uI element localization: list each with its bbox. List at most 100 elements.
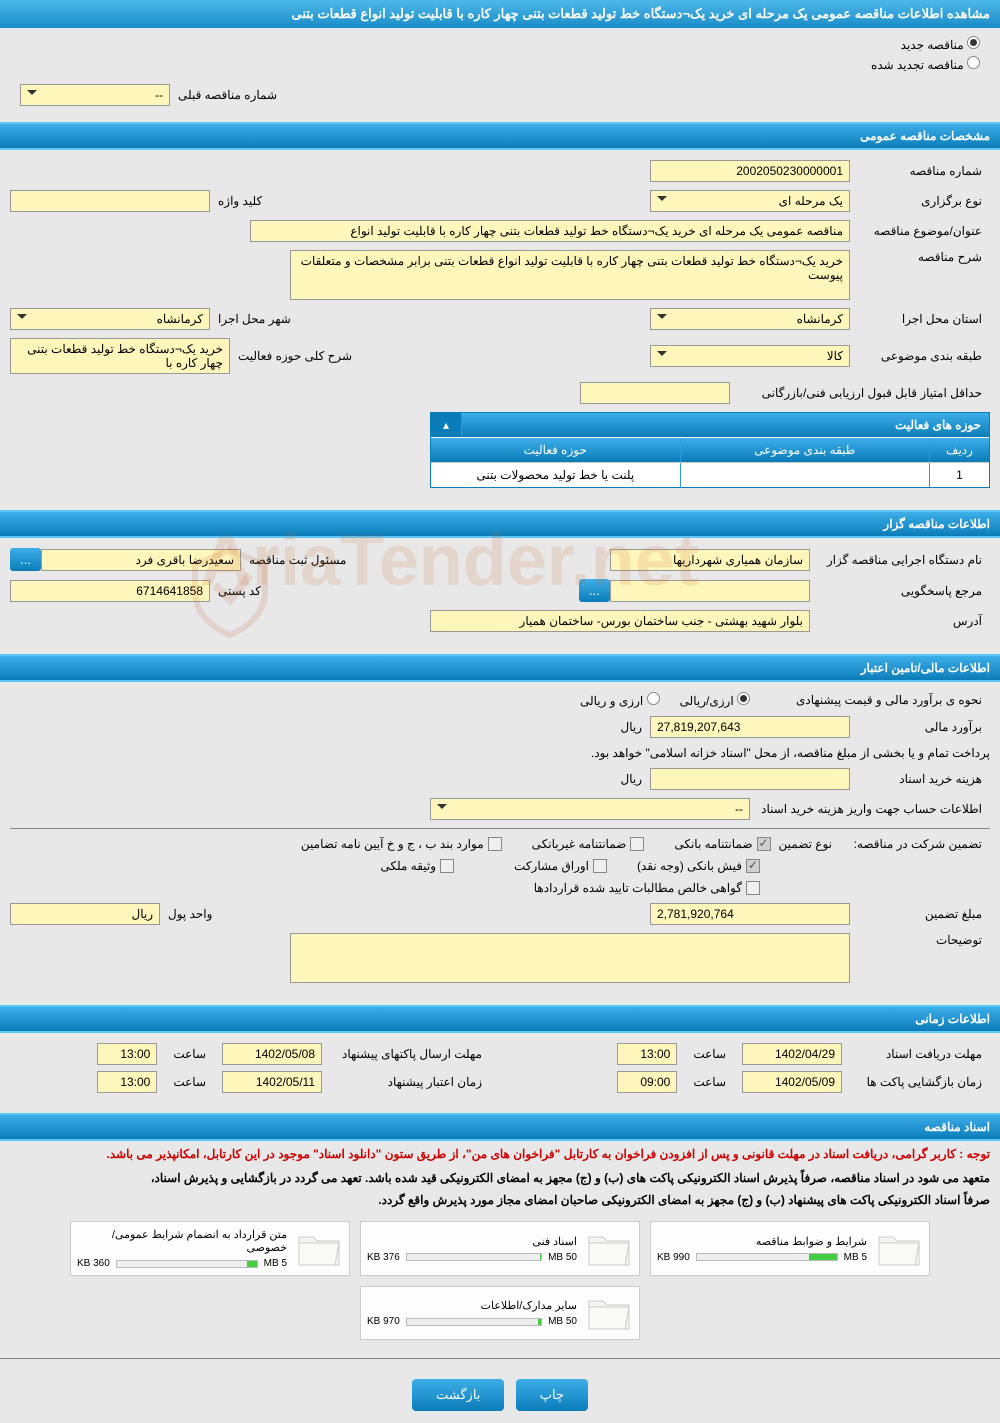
radio-icon	[967, 36, 980, 49]
section-general: مشخصات مناقصه عمومی	[0, 122, 1000, 150]
chk-cash[interactable]: فیش بانکی (وجه نقد)	[637, 859, 760, 873]
time-label3: ساعت	[165, 1047, 214, 1061]
time-label2: ساعت	[685, 1075, 734, 1089]
folder-icon	[585, 1293, 633, 1333]
radio-icon	[967, 56, 980, 69]
unit-rial2: ریال	[612, 772, 650, 786]
documents-grid: شرایط و ضوابط مناقصه 5 MB 990 KB اسناد ف…	[0, 1211, 1000, 1350]
checkbox-icon	[488, 837, 502, 851]
section-documents: اسناد مناقصه	[0, 1113, 1000, 1141]
checkbox-icon	[746, 859, 760, 873]
doc-title: اسناد فنی	[367, 1235, 577, 1248]
doc-limit: 50 MB	[548, 1316, 577, 1327]
checkbox-icon	[757, 837, 771, 851]
doc-title: سایر مدارک/اطلاعات	[367, 1299, 577, 1312]
province-label: استان محل اجرا	[850, 312, 990, 326]
radio-icon	[737, 692, 750, 705]
province-dropdown[interactable]: کرمانشاه	[650, 308, 850, 330]
doc-cost-field[interactable]	[650, 768, 850, 790]
guarantee-label: تضمین شرکت در مناقصه:	[840, 837, 990, 851]
doc-box[interactable]: شرایط و ضوابط مناقصه 5 MB 990 KB	[650, 1221, 930, 1276]
doc-limit: 5 MB	[264, 1258, 287, 1269]
min-score-field[interactable]	[580, 382, 730, 404]
address-label: آدرس	[810, 614, 990, 628]
back-button[interactable]: بازگشت	[412, 1379, 504, 1411]
table-title: حوزه های فعالیت	[461, 413, 989, 437]
responsible-label: مسئول ثبت مناقصه	[241, 553, 354, 567]
guarantee-amount-label: مبلغ تضمین	[850, 907, 990, 921]
chk-receivables[interactable]: گواهی خالص مطالبات تایید شده قراردادها	[534, 881, 760, 895]
contact-more-button[interactable]: ...	[579, 579, 610, 602]
doc-limit: 5 MB	[844, 1252, 867, 1263]
collapse-icon[interactable]: ▴	[431, 413, 461, 437]
title-label: عنوان/موضوع مناقصه	[850, 224, 990, 238]
description-label: شرح مناقصه	[850, 250, 990, 264]
table-row: 1 پلنت یا خط تولید محصولات بتنی	[431, 462, 989, 487]
prev-tender-dropdown[interactable]: --	[20, 84, 170, 106]
doc-box[interactable]: سایر مدارک/اطلاعات 50 MB 970 KB	[360, 1286, 640, 1340]
page-title: مشاهده اطلاعات مناقصه عمومی یک مرحله ای …	[0, 0, 1000, 28]
exec-field: سازمان همیاری شهرداریها	[610, 549, 810, 571]
description-field: خرید یک¬دستگاه خط تولید قطعات بتنی چهار …	[290, 250, 850, 300]
checkbox-icon	[440, 859, 454, 873]
keyword-field[interactable]	[10, 190, 210, 212]
chk-property[interactable]: وثیقه ملکی	[380, 859, 454, 873]
radio-new-tender[interactable]: مناقصه جدید	[20, 36, 980, 52]
account-dropdown[interactable]: --	[430, 798, 750, 820]
responsible-more-button[interactable]: ...	[10, 548, 41, 571]
chk-bonds[interactable]: اوراق مشارکت	[514, 859, 607, 873]
progress-bar	[116, 1260, 258, 1268]
checkbox-icon	[593, 859, 607, 873]
category-dropdown[interactable]: کالا	[650, 345, 850, 367]
notes-field[interactable]	[290, 933, 850, 983]
radio-renewed-tender[interactable]: مناقصه تجدید شده	[20, 56, 980, 72]
currency-unit-label: واحد پول	[160, 907, 220, 921]
validity-label: زمان اعتبار پیشنهاد	[330, 1075, 490, 1089]
unit-rial: ریال	[612, 720, 650, 734]
keyword-label: کلید واژه	[210, 194, 270, 208]
doc-receive-label: مهلت دریافت اسناد	[850, 1047, 990, 1061]
doc-box[interactable]: اسناد فنی 50 MB 376 KB	[360, 1221, 640, 1276]
envelope-open-time: 09:00	[617, 1071, 677, 1093]
red-note: توجه : کاربر گرامی، دریافت اسناد در مهلت…	[0, 1141, 1000, 1167]
doc-size: 970 KB	[367, 1316, 400, 1327]
doc-receive-time: 13:00	[617, 1043, 677, 1065]
envelope-send-date: 1402/05/08	[222, 1043, 322, 1065]
cell-act: پلنت یا خط تولید محصولات بتنی	[431, 463, 680, 487]
scope-label: شرح کلی حوزه فعالیت	[230, 349, 360, 363]
progress-bar	[406, 1253, 542, 1261]
min-score-label: حداقل امتیاز قابل قبول ارزیابی فنی/بازرگ…	[730, 386, 990, 400]
radio-icon	[647, 692, 660, 705]
section-financial: اطلاعات مالی/تامین اعتبار	[0, 654, 1000, 682]
doc-size: 990 KB	[657, 1252, 690, 1263]
method-label: نحوه ی برآورد مالی و قیمت پیشنهادی	[750, 693, 990, 707]
doc-box[interactable]: متن قرارداد به انضمام شرایط عمومی/خصوصی …	[70, 1221, 350, 1276]
col-activity: حوزه فعالیت	[431, 438, 680, 462]
scope-field: خرید یک¬دستگاه خط تولید قطعات بتنی چهار …	[10, 338, 230, 374]
holding-type-dropdown[interactable]: یک مرحله ای	[650, 190, 850, 212]
chk-nonbank-guarantee[interactable]: ضمانتنامه غیربانکی	[532, 837, 645, 851]
folder-icon	[585, 1229, 633, 1269]
guarantee-amount-field: 2,781,920,764	[650, 903, 850, 925]
doc-receive-date: 1402/04/29	[742, 1043, 842, 1065]
payment-note: پرداخت تمام و یا بخشی از مبلغ مناقصه، از…	[591, 746, 990, 760]
contact-field[interactable]	[610, 580, 810, 602]
postal-label: کد پستی	[210, 584, 269, 598]
radio-label: مناقصه تجدید شده	[871, 58, 964, 72]
city-dropdown[interactable]: کرمانشاه	[10, 308, 210, 330]
cell-cat	[680, 463, 930, 487]
doc-size: 360 KB	[77, 1258, 110, 1269]
guarantee-type-label: نوع تضمین	[771, 837, 840, 851]
title-field: مناقصه عمومی یک مرحله ای خرید یک¬دستگاه …	[250, 220, 850, 242]
bold-note2: صرفاً اسناد الکترونیکی پاکت های پیشنهاد …	[0, 1189, 1000, 1211]
print-button[interactable]: چاپ	[516, 1379, 588, 1411]
radio-fx-rial[interactable]: ارزی و ریالی	[580, 692, 660, 708]
radio-rial[interactable]: ارزی/ریالی	[680, 692, 750, 708]
estimate-label: برآورد مالی	[850, 720, 990, 734]
validity-time: 13:00	[97, 1071, 157, 1093]
prev-tender-label: شماره مناقصه قبلی	[170, 88, 285, 102]
chk-bylaw[interactable]: موارد بند ب ، ج و خ آیین نامه تضامین	[301, 837, 502, 851]
notes-label: توضیحات	[850, 933, 990, 947]
chk-bank-guarantee[interactable]: ضمانتنامه بانکی	[674, 837, 770, 851]
time-label1: ساعت	[685, 1047, 734, 1061]
